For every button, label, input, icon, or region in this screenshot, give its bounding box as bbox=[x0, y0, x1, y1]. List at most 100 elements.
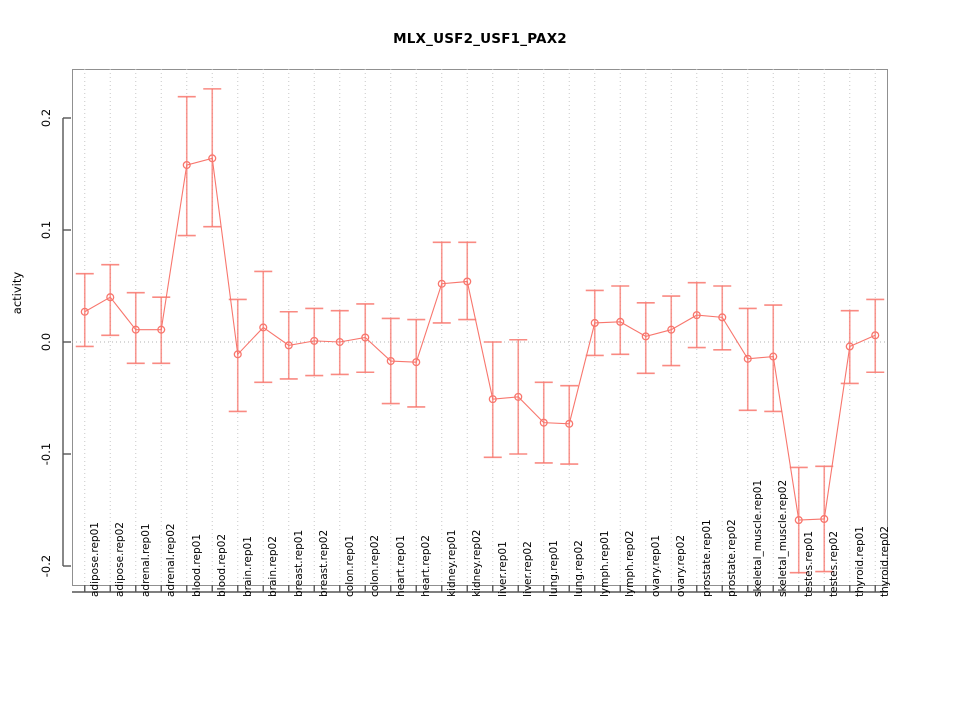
error-bar bbox=[483, 341, 502, 459]
x-tick-label: adipose.rep02 bbox=[114, 522, 127, 597]
data-point bbox=[871, 331, 880, 340]
data-point bbox=[667, 325, 676, 334]
x-tick-label: blood.rep02 bbox=[216, 533, 229, 597]
y-tick-label-text: -0.2 bbox=[38, 554, 53, 578]
error-bar bbox=[177, 95, 196, 237]
x-tick-label: thyroid.rep01 bbox=[853, 526, 866, 597]
plot-area bbox=[72, 69, 888, 586]
x-tick-label: brain.rep02 bbox=[267, 536, 280, 597]
error-bar bbox=[560, 384, 579, 465]
error-bar bbox=[866, 298, 885, 374]
x-tick-label: colon.rep01 bbox=[343, 534, 356, 597]
data-point bbox=[284, 341, 293, 350]
x-tick-label: lymph.rep02 bbox=[624, 530, 637, 597]
x-axis bbox=[72, 585, 888, 593]
x-tick-label: skeletal_muscle.rep01 bbox=[751, 479, 764, 597]
data-point bbox=[488, 395, 497, 404]
data-point bbox=[208, 154, 217, 163]
x-tick-label: prostate.rep01 bbox=[700, 519, 713, 597]
y-tick-label: 0.2 bbox=[34, 109, 58, 127]
x-tick-label: lymph.rep01 bbox=[598, 530, 611, 597]
data-point bbox=[437, 279, 446, 288]
data-point bbox=[692, 311, 701, 320]
data-point bbox=[412, 358, 421, 367]
data-point bbox=[106, 293, 115, 302]
y-tick-label-text: 0.1 bbox=[38, 220, 53, 240]
error-bar bbox=[662, 295, 681, 367]
x-tick-label: testes.rep02 bbox=[828, 530, 841, 597]
x-tick-label: heart.rep02 bbox=[420, 535, 433, 597]
data-point bbox=[361, 333, 370, 342]
error-bar bbox=[432, 241, 451, 324]
x-tick-label: adrenal.rep02 bbox=[165, 523, 178, 597]
data-point bbox=[743, 354, 752, 363]
x-tick-label: heart.rep01 bbox=[394, 535, 407, 597]
error-bar bbox=[254, 270, 273, 384]
error-bar bbox=[228, 298, 247, 413]
error-bar bbox=[789, 466, 808, 574]
x-tick-label: kidney.rep01 bbox=[445, 529, 458, 597]
data-point bbox=[769, 352, 778, 361]
y-tick-label: -0.1 bbox=[34, 442, 58, 466]
y-tick-label: 0.1 bbox=[34, 221, 58, 239]
error-bar bbox=[738, 307, 757, 412]
data-point bbox=[845, 342, 854, 351]
page-title: MLX_USF2_USF1_PAX2 bbox=[393, 31, 567, 47]
x-tick-label: lung.rep01 bbox=[547, 540, 560, 597]
error-bar bbox=[815, 465, 834, 573]
error-bar bbox=[585, 289, 604, 357]
x-tick-label: colon.rep02 bbox=[369, 534, 382, 597]
error-bar bbox=[509, 338, 528, 455]
x-tick-label: breast.rep02 bbox=[318, 529, 331, 597]
x-tick-label: ovary.rep02 bbox=[675, 534, 688, 597]
data-point bbox=[335, 337, 344, 347]
x-tick-label: kidney.rep02 bbox=[471, 529, 484, 597]
x-tick-label: adrenal.rep01 bbox=[139, 523, 152, 597]
error-bar bbox=[764, 304, 783, 413]
data-series bbox=[75, 88, 885, 574]
data-point bbox=[131, 325, 140, 334]
error-bar bbox=[126, 291, 145, 365]
data-point bbox=[794, 516, 803, 525]
x-tick-label: skeletal_muscle.rep02 bbox=[777, 479, 790, 597]
error-bar bbox=[611, 285, 630, 356]
error-bar bbox=[636, 301, 655, 375]
data-point bbox=[259, 323, 268, 332]
y-axis bbox=[62, 117, 71, 567]
x-tick-label: testes.rep01 bbox=[802, 530, 815, 597]
data-point bbox=[820, 514, 829, 524]
data-point bbox=[641, 332, 650, 341]
data-point bbox=[590, 318, 599, 328]
data-point bbox=[80, 307, 89, 316]
data-point bbox=[565, 419, 574, 428]
error-bar bbox=[330, 309, 349, 376]
error-bar bbox=[75, 272, 94, 348]
x-tick-label: thyroid.rep02 bbox=[879, 526, 892, 597]
error-bar bbox=[458, 241, 477, 321]
data-point bbox=[718, 313, 727, 322]
x-tick-label: liver.rep01 bbox=[496, 541, 509, 597]
error-bar bbox=[381, 317, 400, 405]
error-bar bbox=[203, 88, 222, 228]
x-tick-label: prostate.rep02 bbox=[726, 519, 739, 597]
x-tick-label: ovary.rep01 bbox=[649, 534, 662, 597]
data-point bbox=[463, 277, 472, 286]
y-tick-label: 0.0 bbox=[34, 333, 58, 351]
x-tick-label: lung.rep02 bbox=[573, 540, 586, 597]
data-point bbox=[386, 356, 395, 366]
x-tick-label: breast.rep01 bbox=[292, 529, 305, 597]
y-tick-label-text: 0.2 bbox=[38, 108, 53, 128]
data-point bbox=[233, 350, 242, 359]
y-tick-label-text: -0.1 bbox=[38, 442, 53, 466]
error-bar bbox=[534, 381, 553, 464]
x-tick-label: adipose.rep01 bbox=[88, 522, 101, 597]
y-tick-label: -0.2 bbox=[34, 554, 58, 578]
data-point bbox=[539, 418, 548, 427]
error-bar bbox=[713, 285, 732, 351]
data-point bbox=[182, 160, 191, 170]
data-point bbox=[514, 392, 523, 401]
x-tick-label: brain.rep01 bbox=[241, 536, 254, 597]
error-bar bbox=[305, 307, 324, 377]
